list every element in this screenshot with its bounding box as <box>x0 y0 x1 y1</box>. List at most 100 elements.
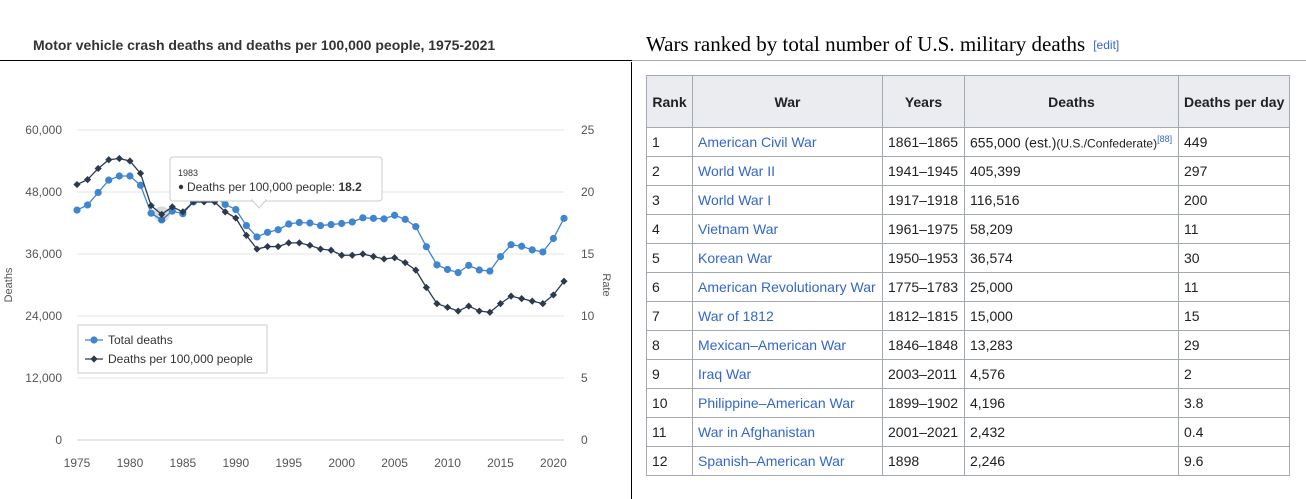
legend-marker <box>90 336 98 344</box>
rank-cell: 3 <box>646 185 693 215</box>
deaths-cell: 4,196 <box>964 388 1179 418</box>
data-point <box>486 308 494 316</box>
column-header-war[interactable]: War <box>692 75 883 128</box>
reference-link[interactable]: [88] <box>1157 133 1173 144</box>
data-point <box>274 226 282 234</box>
deaths-cell: 2,432 <box>964 417 1179 447</box>
data-point <box>338 251 346 259</box>
x-tick-label: 1995 <box>275 456 302 470</box>
data-point <box>422 243 430 251</box>
years-cell: 1961–1975 <box>882 214 965 244</box>
data-point <box>179 208 187 216</box>
data-point <box>83 201 92 209</box>
war-link[interactable]: War of 1812 <box>692 301 883 331</box>
wars-table: Rank War Years Deaths Deaths per day 1 A… <box>646 75 1291 476</box>
data-point <box>295 239 303 247</box>
per-day-cell: 297 <box>1177 156 1291 186</box>
table-row: 8 Mexican–American War 1846–1848 13,283 … <box>646 330 1291 360</box>
years-cell: 1899–1902 <box>882 388 965 418</box>
data-point <box>433 300 441 308</box>
line-chart: 012,00024,00036,00048,00060,000051015202… <box>3 123 612 470</box>
data-point <box>475 307 483 315</box>
data-point <box>327 246 335 254</box>
axis-layer: 012,00024,00036,00048,00060,000051015202… <box>3 123 612 470</box>
years-cell: 1917–1918 <box>882 185 965 215</box>
war-link[interactable]: Spanish–American War <box>692 446 883 476</box>
years-cell: 1846–1848 <box>882 330 965 360</box>
rank-cell: 8 <box>646 330 693 360</box>
data-point <box>105 156 113 164</box>
data-point <box>391 254 399 262</box>
per-day-cell: 2 <box>1177 359 1291 389</box>
edit-link[interactable]: [edit] <box>1093 38 1120 52</box>
deaths-cell: 58,209 <box>964 214 1179 244</box>
tooltip-bullet <box>178 184 184 190</box>
years-cell: 2001–2021 <box>882 417 965 447</box>
data-point <box>232 214 240 222</box>
y2-tick-label: 15 <box>581 247 595 261</box>
war-link[interactable]: Vietnam War <box>692 214 883 244</box>
data-point <box>263 228 272 236</box>
column-header-rank[interactable]: Rank <box>646 75 693 128</box>
years-cell: 1812–1815 <box>882 301 965 331</box>
years-cell: 1775–1783 <box>882 272 965 302</box>
war-link[interactable]: American Revolutionary War <box>692 272 883 302</box>
data-point <box>496 252 505 261</box>
deaths-cell: 2,246 <box>964 446 1179 476</box>
table-row: 10 Philippine–American War 1899–1902 4,1… <box>646 388 1291 418</box>
data-point <box>465 261 473 269</box>
deaths-cell: 116,516 <box>964 185 1179 215</box>
column-header-deaths[interactable]: Deaths <box>964 75 1179 128</box>
years-cell: 1898 <box>882 446 965 476</box>
y2-axis-label: Rate <box>600 273 612 296</box>
data-point <box>285 239 293 247</box>
war-link[interactable]: War in Afghanistan <box>692 417 883 447</box>
deaths-cell: 405,399 <box>964 156 1179 186</box>
data-point <box>475 266 483 274</box>
panel-divider <box>631 62 632 499</box>
data-point <box>126 172 134 180</box>
data-point <box>359 250 367 258</box>
x-tick-label: 1980 <box>117 456 144 470</box>
column-header-years[interactable]: Years <box>882 75 965 128</box>
column-header-deaths-per-day[interactable]: Deaths per day <box>1177 75 1291 128</box>
y-tick-label: 24,000 <box>25 309 62 323</box>
per-day-cell: 15 <box>1177 301 1291 331</box>
tooltip-box <box>169 156 383 202</box>
chart-panel: Motor vehicle crash deaths and deaths pe… <box>0 0 632 499</box>
data-point <box>486 267 494 275</box>
data-point <box>443 303 452 311</box>
per-day-cell: 11 <box>1177 272 1291 302</box>
war-link[interactable]: Korean War <box>692 243 883 273</box>
data-point <box>348 218 356 226</box>
x-tick-label: 1990 <box>222 456 249 470</box>
x-tick-label: 1975 <box>64 456 91 470</box>
data-point <box>380 255 388 263</box>
table-header-row: Rank War Years Deaths Deaths per day <box>646 75 1291 128</box>
data-point <box>560 214 568 222</box>
table-row: 9 Iraq War 2003–2011 4,576 2 <box>646 359 1291 389</box>
war-link[interactable]: World War II <box>692 156 883 186</box>
deaths-value: 655,000 (est.) <box>970 134 1057 151</box>
data-point <box>253 245 261 253</box>
x-tick-label: 2010 <box>434 456 461 470</box>
data-point <box>158 210 166 218</box>
years-cell: 1861–1865 <box>882 127 965 157</box>
deaths-cell: 655,000 (est.)(U.S./Confederate)[88] <box>964 127 1179 157</box>
war-link[interactable]: Mexican–American War <box>692 330 883 360</box>
war-link[interactable]: Philippine–American War <box>692 388 883 418</box>
per-day-cell: 9.6 <box>1177 446 1291 476</box>
war-link[interactable]: World War I <box>692 185 883 215</box>
deaths-note: (U.S./Confederate) <box>1056 136 1158 151</box>
data-point <box>316 221 325 230</box>
war-link[interactable]: American Civil War <box>692 127 883 157</box>
deaths-cell: 15,000 <box>964 301 1179 331</box>
data-point <box>401 215 409 223</box>
deaths-cell: 36,574 <box>964 243 1179 273</box>
war-link[interactable]: Iraq War <box>692 359 883 389</box>
rank-cell: 1 <box>646 127 693 157</box>
x-tick-label: 2015 <box>487 456 514 470</box>
data-point <box>380 215 388 223</box>
data-point <box>433 261 441 269</box>
x-tick-label: 2020 <box>540 456 567 470</box>
